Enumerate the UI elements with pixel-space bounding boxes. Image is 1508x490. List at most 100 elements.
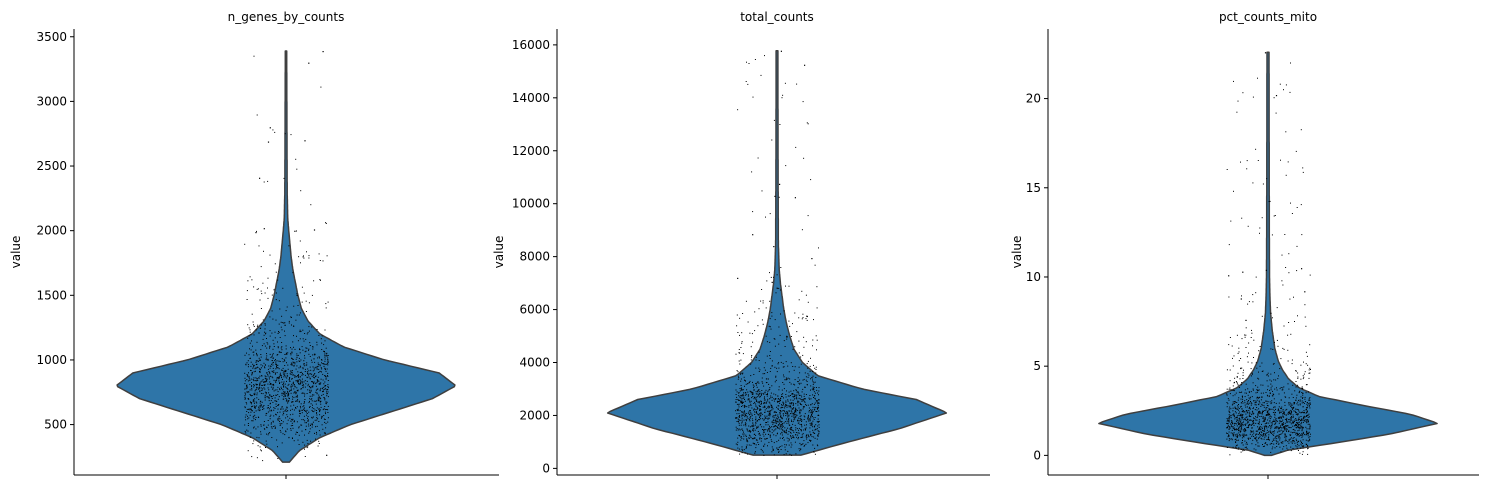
strip-point <box>1235 428 1237 430</box>
strip-point <box>1236 334 1238 336</box>
strip-point <box>812 379 813 381</box>
strip-point <box>779 334 781 336</box>
strip-point <box>1278 430 1280 432</box>
strip-point <box>1285 267 1287 268</box>
strip-point <box>783 397 784 399</box>
strip-point <box>1230 389 1232 391</box>
strip-point <box>1286 420 1288 422</box>
strip-point <box>1260 399 1262 401</box>
strip-point <box>1301 234 1303 236</box>
strip-point <box>314 383 316 385</box>
strip-point <box>1251 332 1253 334</box>
strip-point <box>1246 419 1248 421</box>
strip-point <box>768 325 770 327</box>
strip-point <box>775 376 777 378</box>
strip-point <box>264 377 266 379</box>
strip-point <box>316 368 318 370</box>
strip-point <box>327 417 329 419</box>
strip-point <box>764 369 766 371</box>
strip-point <box>765 422 767 424</box>
strip-point <box>1309 423 1311 425</box>
strip-point <box>795 397 797 399</box>
strip-point <box>321 362 322 364</box>
strip-point <box>290 392 292 394</box>
strip-point <box>1287 449 1289 451</box>
strip-point <box>1264 429 1266 431</box>
strip-point <box>759 413 761 415</box>
strip-point <box>1288 322 1290 323</box>
strip-point <box>802 379 804 381</box>
strip-point <box>1266 374 1268 376</box>
strip-point <box>800 410 802 412</box>
strip-point <box>325 347 327 349</box>
strip-point <box>1240 426 1242 428</box>
strip-point <box>1287 419 1289 421</box>
strip-point <box>1231 345 1233 347</box>
strip-point <box>773 398 775 400</box>
strip-point <box>251 385 253 387</box>
strip-point <box>1269 420 1271 422</box>
strip-point <box>818 390 820 392</box>
strip-point <box>318 399 320 401</box>
strip-point <box>738 395 740 397</box>
strip-point <box>269 371 271 373</box>
strip-point <box>274 389 276 391</box>
strip-point <box>739 390 741 392</box>
strip-point <box>316 417 318 419</box>
strip-point <box>756 386 758 388</box>
strip-point <box>1258 445 1260 447</box>
strip-point <box>754 396 756 398</box>
strip-point <box>1297 423 1299 425</box>
strip-point <box>767 433 769 435</box>
strip-point <box>739 334 740 336</box>
strip-point <box>1290 405 1292 407</box>
strip-point <box>738 406 740 408</box>
strip-point <box>304 456 306 457</box>
strip-point <box>757 420 759 422</box>
strip-point <box>791 408 793 410</box>
strip-point <box>1240 449 1242 450</box>
strip-point <box>253 384 255 386</box>
strip-point <box>1255 385 1257 387</box>
strip-point <box>278 396 280 398</box>
strip-point <box>810 415 812 417</box>
strip-point <box>744 412 746 414</box>
strip-point <box>308 370 310 372</box>
strip-point <box>1249 433 1251 435</box>
strip-point <box>1264 416 1266 418</box>
strip-point <box>1270 408 1272 410</box>
strip-point <box>783 388 785 390</box>
strip-point <box>806 315 808 317</box>
strip-point <box>316 379 318 380</box>
strip-point <box>784 346 786 347</box>
strip-point <box>1304 420 1306 422</box>
strip-point <box>812 412 813 414</box>
strip-point <box>741 428 743 430</box>
strip-point <box>263 424 265 426</box>
strip-point <box>269 345 271 347</box>
strip-point <box>1281 389 1283 391</box>
strip-point <box>290 385 292 387</box>
strip-point <box>1249 411 1251 413</box>
strip-point <box>815 400 817 402</box>
strip-point <box>737 332 739 333</box>
strip-point <box>293 325 295 327</box>
strip-point <box>1258 429 1259 431</box>
strip-point <box>250 357 251 359</box>
strip-point <box>755 356 757 358</box>
strip-point <box>1255 362 1257 364</box>
strip-point <box>778 419 780 421</box>
strip-point <box>288 400 290 402</box>
strip-point <box>774 195 776 197</box>
strip-point <box>793 413 794 415</box>
strip-point <box>258 398 260 400</box>
strip-point <box>755 398 757 400</box>
strip-point <box>748 414 750 416</box>
strip-point <box>807 215 809 217</box>
strip-point <box>285 431 287 433</box>
strip-point <box>291 370 293 372</box>
strip-point <box>1281 417 1282 419</box>
strip-point <box>1297 422 1299 424</box>
strip-point <box>736 314 738 316</box>
strip-point <box>784 379 786 381</box>
